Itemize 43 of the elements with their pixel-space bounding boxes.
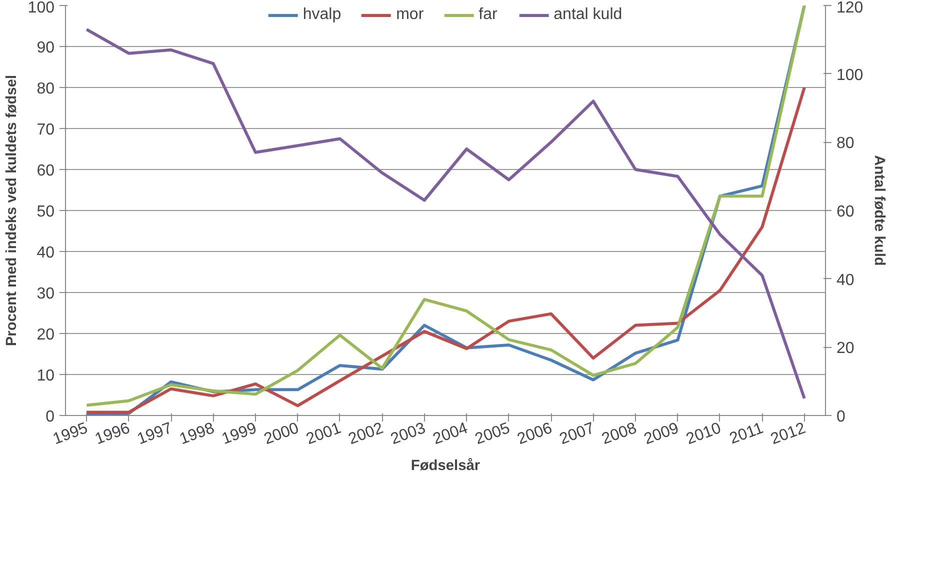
- x-tick-label: 2011: [727, 420, 766, 448]
- y-tick-label: 90: [36, 40, 55, 56]
- y-tick-label: 50: [36, 204, 55, 220]
- x-tick-label: 2008: [600, 420, 640, 448]
- y-tick-label: 100: [28, 0, 55, 16]
- y-tick-label: 0: [46, 408, 55, 426]
- legend-label: mor: [396, 6, 424, 24]
- x-tick-label: 2004: [430, 420, 470, 448]
- legend-label: far: [478, 6, 498, 24]
- y2-tick-label: 100: [836, 66, 864, 84]
- y-tick-label: 40: [36, 244, 55, 262]
- legend-label: antal kuld: [554, 6, 622, 24]
- y-tick-label: 70: [36, 122, 55, 138]
- y-tick-label: 80: [36, 80, 55, 98]
- y-tick-label: 10: [36, 368, 55, 384]
- y2-tick-label: 40: [836, 272, 854, 289]
- x-tick-label: 2005: [472, 420, 512, 448]
- x-tick-label: 1997: [135, 420, 175, 448]
- y2-axis-title: Antal fødte kuld: [871, 155, 888, 266]
- y2-tick-label: 60: [836, 204, 854, 220]
- x-tick-label: 2002: [346, 420, 386, 448]
- y2-tick-label: 0: [836, 408, 846, 426]
- x-axis-title: Fødselsår: [410, 456, 480, 474]
- y-axis-title: Procent med indeks ved kuldets fødsel: [4, 74, 20, 346]
- x-tick-label: 1998: [177, 420, 217, 448]
- x-tick-label: 1996: [92, 420, 132, 448]
- x-tick-label: 2007: [557, 420, 597, 448]
- x-tick-label: 2010: [684, 420, 724, 448]
- line-series: [85, 86, 806, 414]
- y-tick-label: 60: [36, 162, 55, 180]
- y-tick-label: 30: [36, 286, 55, 302]
- y2-tick-label: 20: [836, 340, 854, 358]
- legend-label: hvalp: [302, 6, 342, 24]
- x-tick-label: 2003: [388, 420, 428, 448]
- x-tick-label: 2001: [304, 420, 344, 448]
- x-tick-label: 2012: [768, 420, 808, 448]
- y-tick-label: 20: [36, 326, 55, 344]
- x-tick-label: 2000: [262, 420, 302, 448]
- x-tick-label: 1999: [220, 420, 260, 448]
- x-tick-label: 2006: [515, 420, 555, 448]
- y2-tick-label: 120: [836, 0, 864, 16]
- y2-tick-label: 80: [836, 135, 854, 152]
- x-tick-label: 2009: [642, 420, 682, 448]
